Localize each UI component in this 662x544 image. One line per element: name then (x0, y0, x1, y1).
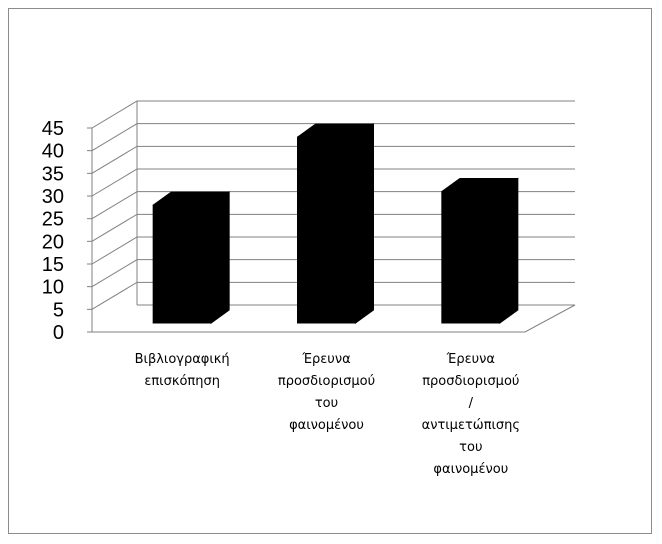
y-tick-label: 15 (42, 254, 64, 276)
bar-front (152, 204, 212, 324)
gridline (91, 259, 575, 288)
x-tick-label: Έρευνα προσδιορισμού του φαινομένου (278, 352, 375, 433)
gridline (91, 145, 575, 174)
x-tick-label: Έρευνα προσδιορισμού / αντιμετώπισης του φαιν… (422, 352, 520, 477)
gridline (91, 236, 575, 265)
bar-side (210, 191, 230, 324)
bar (441, 177, 519, 324)
bar-side (499, 177, 519, 324)
bar-side (355, 123, 374, 324)
gridline (91, 168, 575, 197)
bar (152, 191, 230, 324)
y-tick-label: 0 (53, 322, 64, 344)
y-tick-label: 35 (42, 163, 64, 185)
y-tick-label: 10 (42, 277, 64, 299)
y-tick-label: 5 (53, 299, 64, 321)
bar-front (297, 136, 356, 324)
y-tick-label: 40 (42, 141, 64, 163)
y-tick-label: 45 (42, 118, 64, 140)
y-tick-label: 20 (42, 231, 64, 253)
x-tick-label: Βιβλιογραφική επισκόπηση (135, 352, 230, 389)
gridline (91, 281, 575, 310)
bar (297, 123, 374, 324)
gridline (91, 100, 575, 129)
bars (152, 123, 519, 324)
bar-front (441, 191, 501, 324)
gridline (91, 123, 575, 152)
gridline (91, 191, 575, 220)
gridlines (91, 100, 575, 310)
y-tick-label: 25 (42, 209, 64, 231)
y-tick-label: 30 (42, 186, 64, 208)
x-axis-labels: Βιβλιογραφική επισκόπηση Έρευνα προσδιορισμ… (135, 352, 520, 477)
gridline (91, 213, 575, 242)
